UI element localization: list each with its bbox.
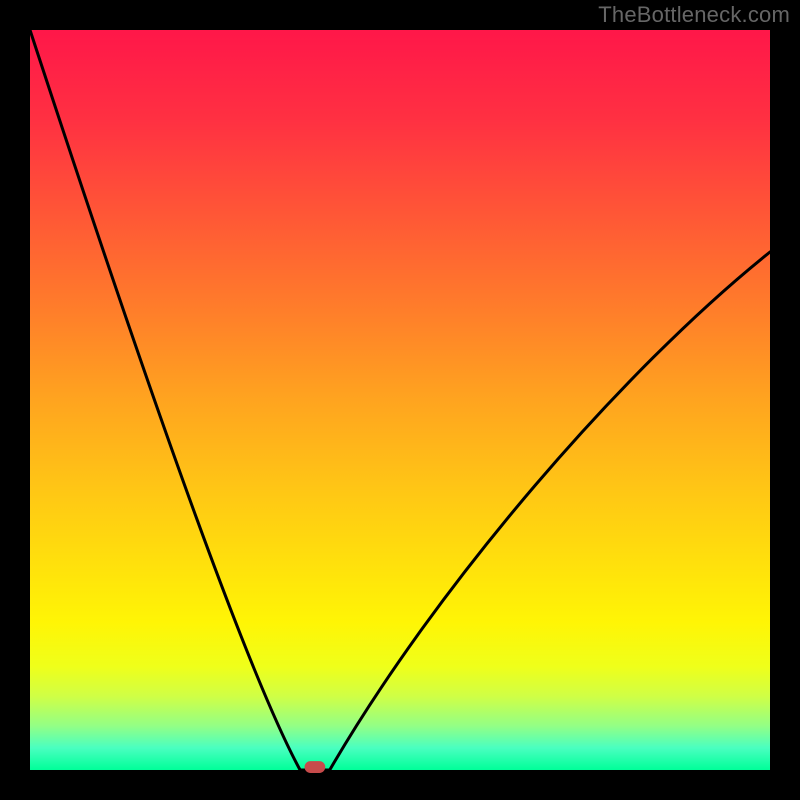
bottleneck-chart [0, 0, 800, 800]
chart-frame: TheBottleneck.com [0, 0, 800, 800]
optimal-point-marker [305, 761, 326, 773]
watermark-text: TheBottleneck.com [598, 2, 790, 28]
